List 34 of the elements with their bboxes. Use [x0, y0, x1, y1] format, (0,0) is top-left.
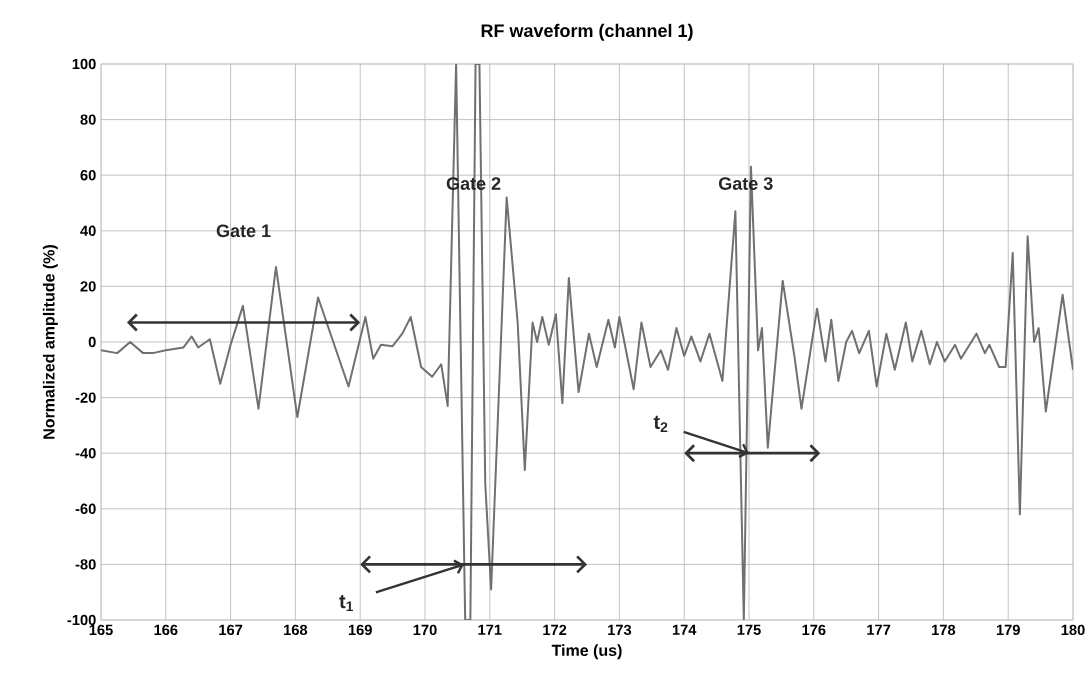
- y-tick-label: 0: [88, 336, 96, 348]
- y-tick-label: -40: [75, 448, 96, 459]
- x-tick-label: 180: [1061, 624, 1085, 636]
- x-tick-label: 168: [284, 624, 308, 636]
- y-tick-label: 80: [80, 114, 96, 125]
- x-tick-label: 171: [478, 624, 502, 635]
- chart-title: RF waveform (channel 1): [481, 23, 693, 41]
- annotation: Gate 1: [216, 224, 271, 238]
- x-tick-label: 174: [672, 624, 697, 635]
- x-tick-label: 169: [348, 624, 372, 636]
- x-tick-label: 172: [543, 624, 567, 635]
- annotation: t$_{2}$: [653, 415, 668, 432]
- y-tick-label: 60: [80, 170, 96, 181]
- x-tick-label: 167: [219, 624, 243, 636]
- y-tick-label: 100: [72, 58, 96, 70]
- y-axis-title: Normalized amplitude (%): [42, 245, 58, 439]
- x-tick-label: 165: [89, 624, 113, 636]
- annotation: t$_{1}$: [339, 595, 354, 612]
- y-tick-label: 40: [80, 225, 96, 236]
- x-tick-label: 173: [608, 624, 632, 636]
- x-tick-label: 175: [737, 624, 761, 635]
- y-tick-label: -20: [75, 392, 96, 403]
- x-tick-label: 176: [802, 624, 826, 636]
- y-tick-label: 20: [80, 281, 96, 292]
- x-tick-label: 166: [154, 624, 178, 636]
- x-tick-label: 179: [996, 624, 1020, 636]
- y-tick-label: -80: [75, 559, 96, 570]
- x-tick-label: 177: [867, 624, 891, 635]
- line-series: [101, 64, 1073, 620]
- x-tick-label: 178: [932, 624, 956, 636]
- x-tick-label: 170: [413, 624, 437, 636]
- x-axis-title: Time (us): [551, 644, 622, 660]
- y-tick-label: -60: [75, 503, 96, 514]
- y-tick-label: -100: [67, 614, 96, 626]
